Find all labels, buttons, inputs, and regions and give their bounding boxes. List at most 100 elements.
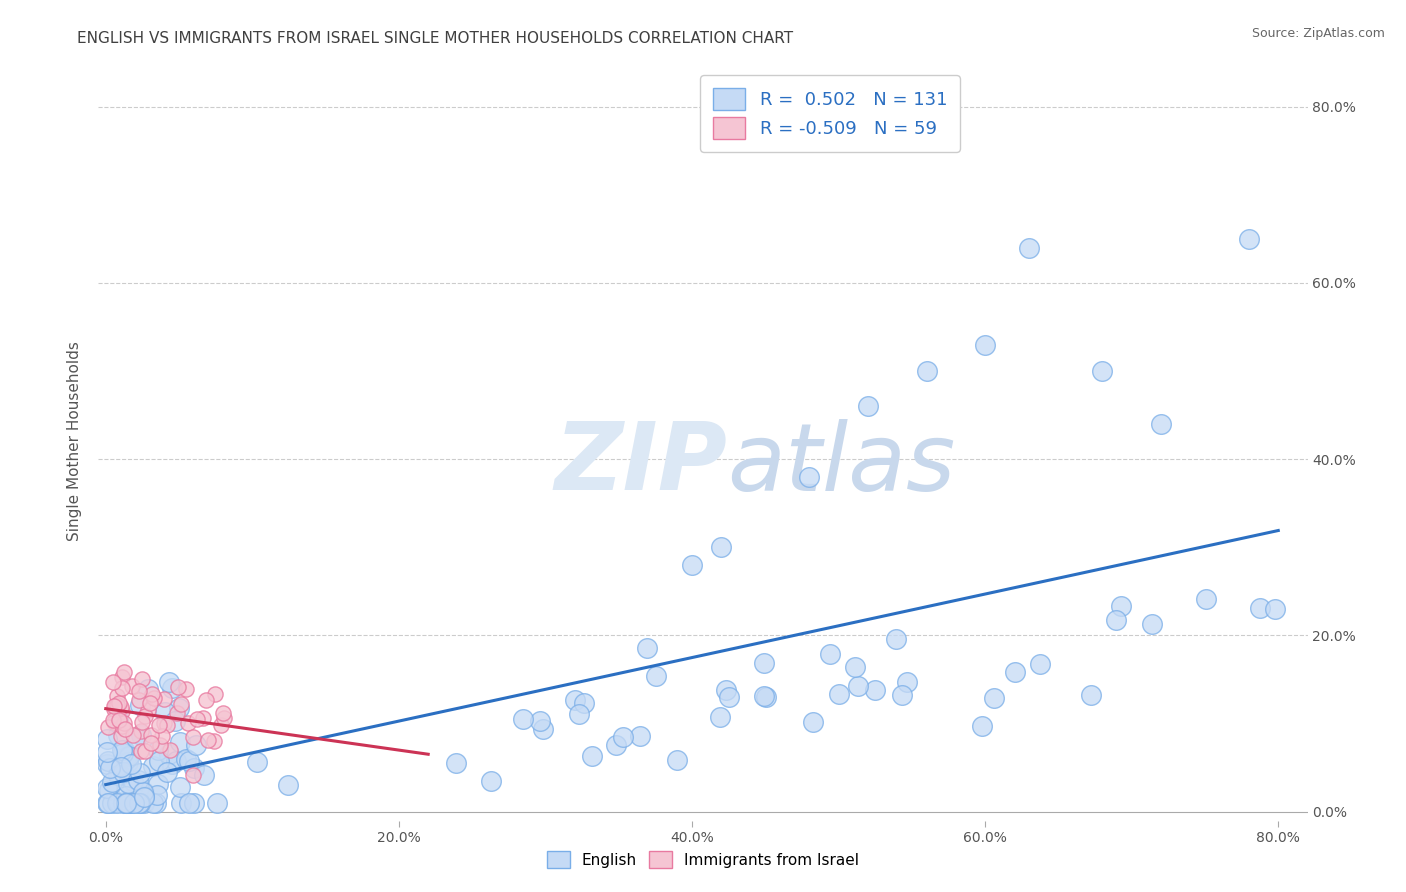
- Point: [612, 731, 634, 745]
- Point: [844, 659, 866, 673]
- Point: [96, 780, 118, 795]
- Point: [754, 656, 776, 670]
- Point: [828, 687, 851, 701]
- Point: [174, 681, 197, 696]
- Point: [129, 724, 152, 739]
- Point: [157, 675, 180, 690]
- Point: [139, 696, 162, 710]
- Point: [983, 691, 1005, 706]
- Point: [149, 739, 172, 753]
- Point: [194, 693, 217, 707]
- Point: [111, 796, 134, 810]
- Point: [1264, 602, 1286, 616]
- Point: [145, 796, 167, 810]
- Legend: R =  0.502   N = 131, R = -0.509   N = 59: R = 0.502 N = 131, R = -0.509 N = 59: [700, 75, 960, 152]
- Point: [115, 796, 138, 810]
- Point: [754, 689, 776, 703]
- Point: [132, 790, 155, 805]
- Point: [128, 796, 150, 810]
- Point: [132, 796, 155, 810]
- Point: [974, 337, 997, 351]
- Point: [177, 754, 200, 768]
- Point: [103, 702, 125, 716]
- Point: [160, 756, 183, 771]
- Point: [212, 706, 235, 721]
- Point: [156, 718, 179, 732]
- Point: [111, 704, 134, 718]
- Point: [111, 743, 134, 757]
- Point: [131, 715, 153, 730]
- Point: [818, 647, 841, 661]
- Point: [96, 745, 118, 759]
- Point: [179, 796, 201, 810]
- Point: [605, 738, 627, 752]
- Point: [446, 756, 468, 771]
- Point: [115, 748, 138, 763]
- Point: [1109, 599, 1132, 613]
- Point: [141, 736, 163, 750]
- Point: [166, 680, 188, 694]
- Point: [136, 682, 159, 697]
- Point: [197, 732, 219, 747]
- Point: [512, 712, 534, 726]
- Point: [148, 718, 170, 732]
- Point: [131, 672, 153, 686]
- Point: [108, 696, 131, 710]
- Point: [972, 719, 994, 733]
- Point: [124, 731, 146, 746]
- Point: [183, 730, 205, 744]
- Point: [128, 693, 150, 707]
- Point: [157, 747, 180, 761]
- Point: [110, 681, 132, 695]
- Point: [863, 683, 886, 698]
- Point: [153, 715, 176, 730]
- Point: [166, 706, 188, 720]
- Point: [628, 729, 651, 743]
- Point: [132, 784, 155, 798]
- Point: [117, 755, 139, 769]
- Point: [156, 764, 179, 779]
- Point: [755, 690, 778, 704]
- Point: [104, 698, 127, 713]
- Point: [202, 734, 225, 748]
- Point: [108, 713, 131, 727]
- Point: [115, 789, 138, 803]
- Point: [107, 795, 129, 809]
- Point: [186, 712, 208, 726]
- Point: [122, 728, 145, 742]
- Point: [1091, 364, 1114, 378]
- Point: [141, 687, 163, 701]
- Point: [128, 766, 150, 780]
- Point: [581, 749, 603, 764]
- Point: [127, 773, 149, 788]
- Point: [479, 773, 502, 788]
- Point: [107, 767, 129, 781]
- Point: [98, 761, 121, 775]
- Point: [718, 690, 741, 704]
- Point: [277, 778, 299, 792]
- Point: [1105, 613, 1128, 627]
- Point: [107, 728, 129, 742]
- Point: [97, 796, 120, 810]
- Point: [122, 796, 145, 810]
- Point: [153, 705, 176, 719]
- Point: [709, 710, 731, 724]
- Point: [134, 789, 156, 804]
- Point: [97, 720, 120, 734]
- Point: [134, 785, 156, 799]
- Point: [110, 699, 132, 714]
- Point: [204, 687, 226, 701]
- Point: [1142, 617, 1164, 632]
- Point: [121, 679, 143, 693]
- Point: [209, 718, 232, 732]
- Point: [1195, 591, 1218, 606]
- Point: [150, 729, 173, 743]
- Point: [108, 768, 131, 782]
- Point: [121, 774, 143, 789]
- Point: [183, 761, 205, 775]
- Point: [170, 698, 193, 712]
- Point: [114, 723, 136, 737]
- Point: [134, 744, 156, 758]
- Point: [169, 735, 191, 749]
- Point: [142, 796, 165, 810]
